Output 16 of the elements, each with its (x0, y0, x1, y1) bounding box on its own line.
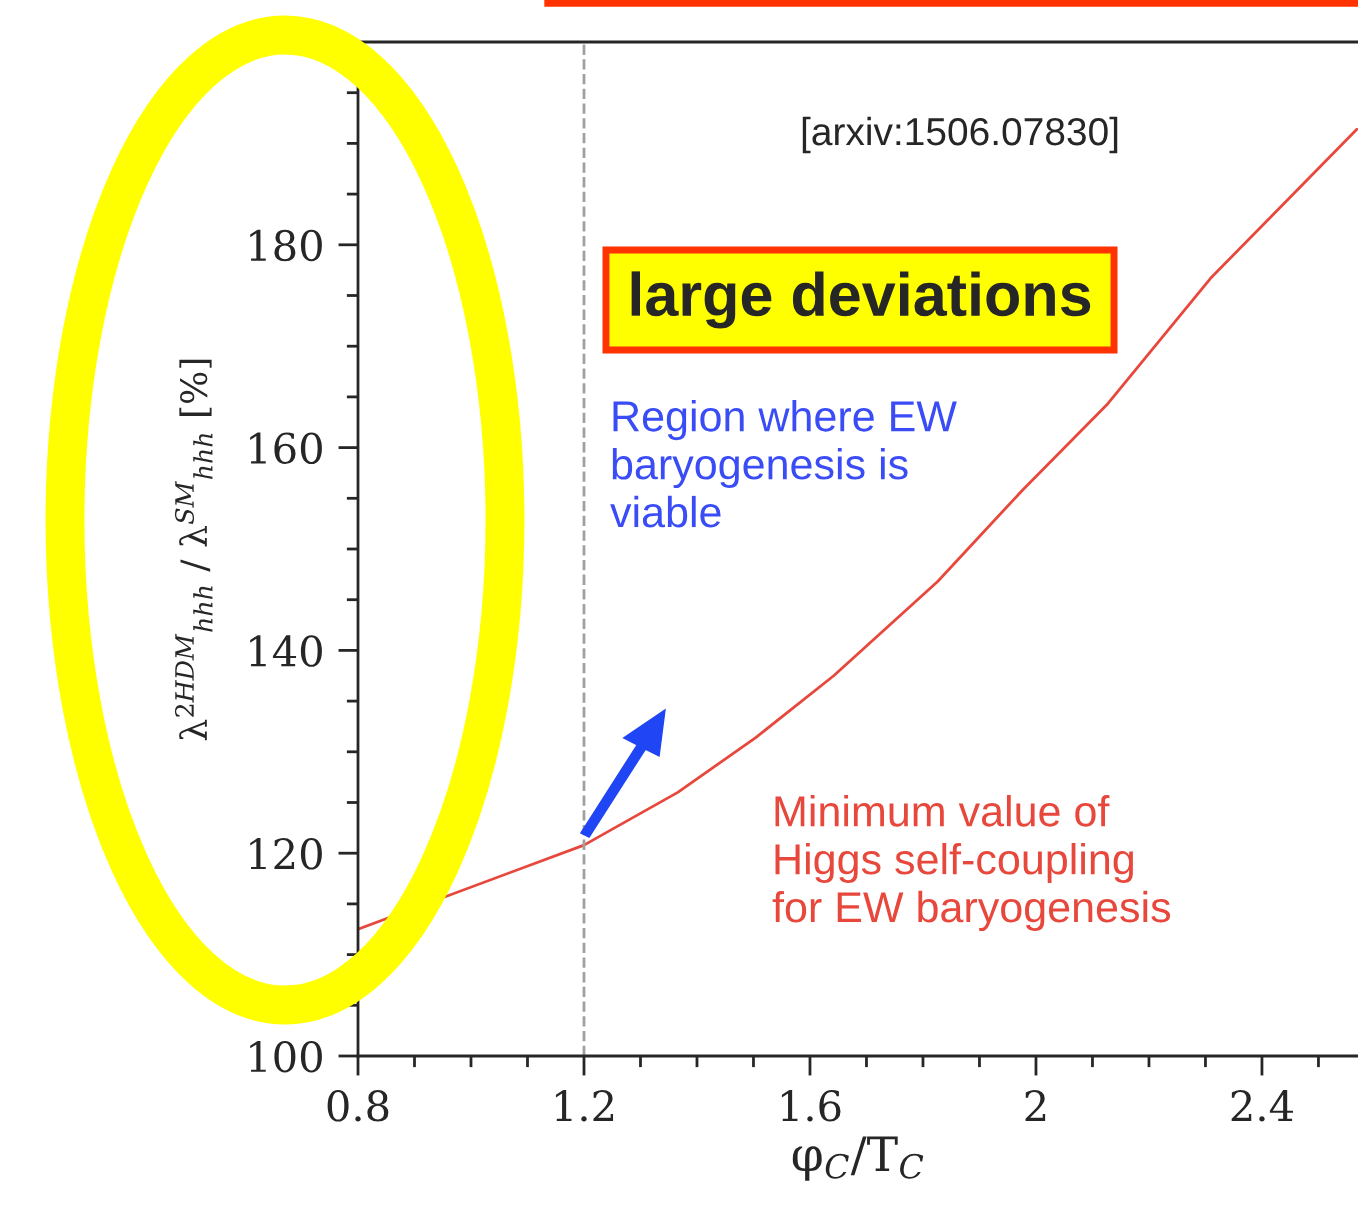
y-tick-label: 180 (250, 229, 322, 262)
x-tick-label: 2 (1025, 1090, 1046, 1121)
y-tick-label: 160 (250, 432, 322, 465)
x-tick-label: 1.6 (781, 1090, 841, 1122)
x-tick-label: 2.4 (1231, 1090, 1293, 1122)
y-tick-label: 140 (250, 635, 322, 667)
annotation: [arxiv:1506.07830] (802, 116, 1118, 154)
y-tick-label: 100 (250, 1040, 322, 1073)
y-tick-label: 120 (250, 838, 322, 870)
x-axis-title: φ$_{C}$/T$_{C}$ (792, 1136, 924, 1181)
x-tick-label: 1.2 (555, 1090, 614, 1122)
annotation: Minimum value of Higgs self-coupling for EW baryogenesis (772, 795, 1171, 932)
annotation: large deviations (631, 271, 1091, 329)
y-axis-title: λ$^{2HDM}$$_{hhh}$ / λ$^{SM}$$_{hhh}$ [%] (174, 359, 213, 741)
x-tick-label: 0.8 (327, 1090, 389, 1122)
annotation: Region where EW baryogenesis is viable (610, 400, 957, 528)
